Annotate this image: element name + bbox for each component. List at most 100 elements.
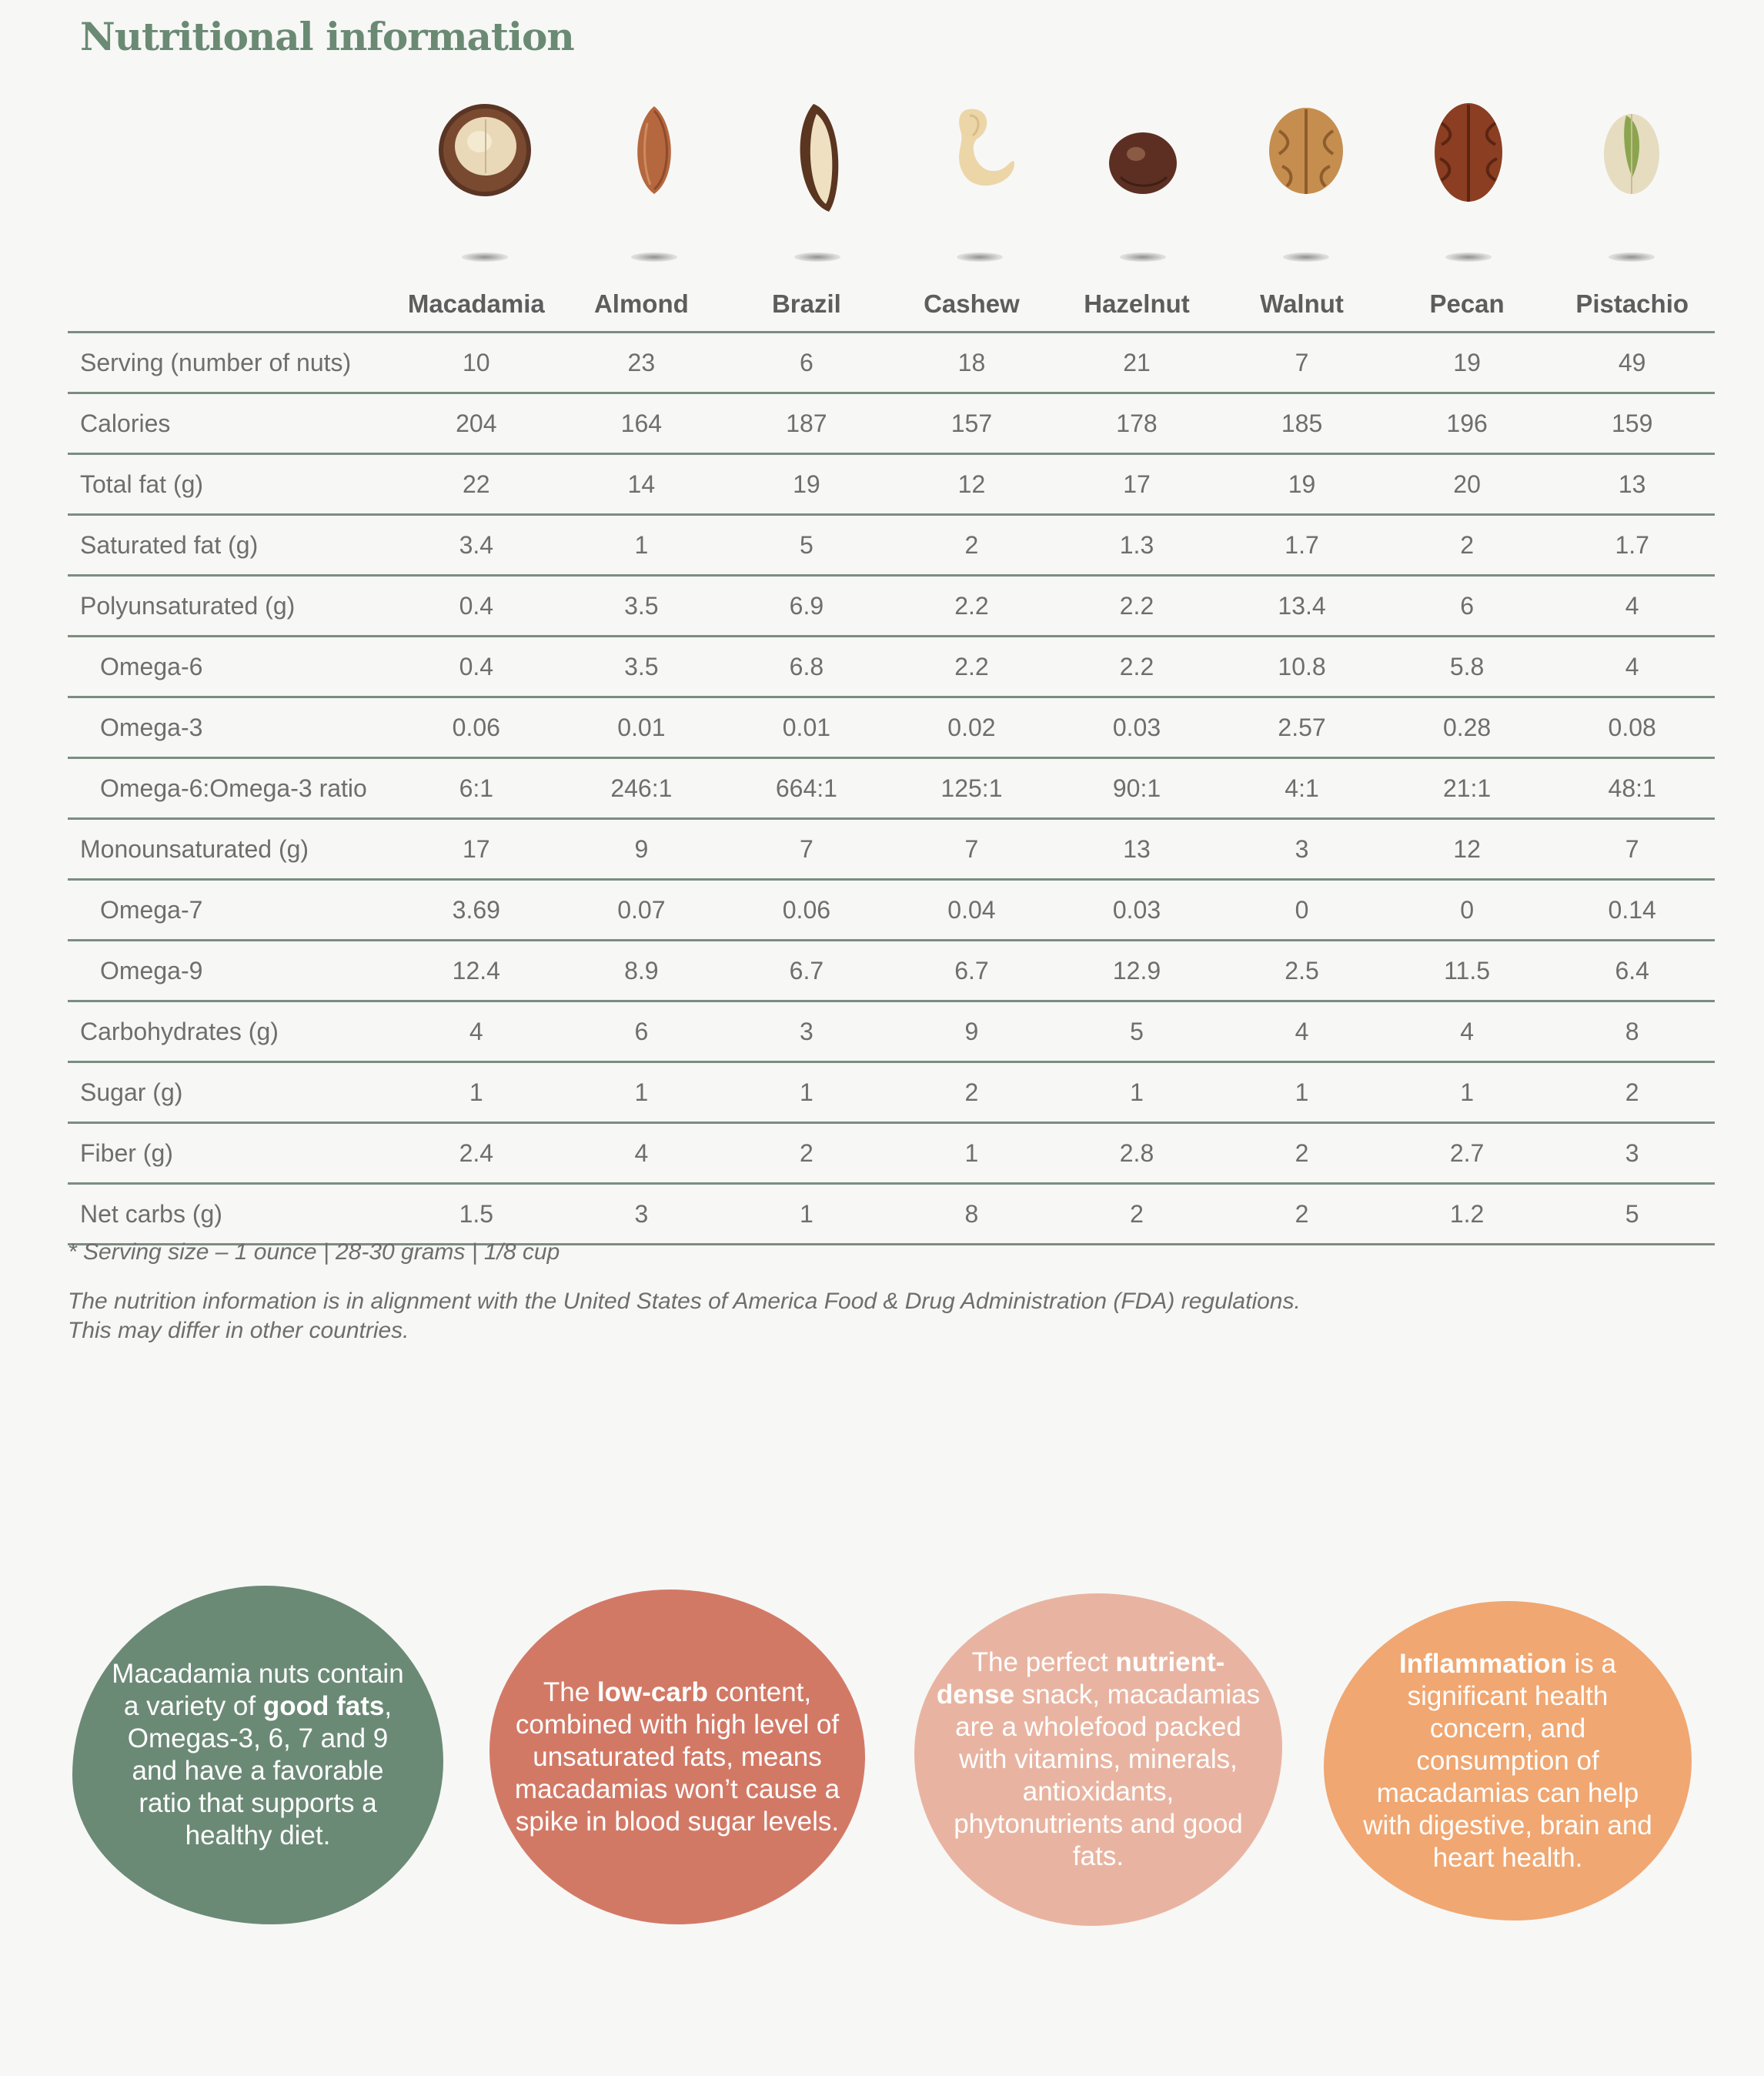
table-cell: 18 [889, 332, 1054, 394]
table-row: Total fat (g) 22 14 19 12 17 19 20 13 [68, 453, 1715, 516]
table-cell: 6 [1384, 575, 1550, 637]
table-cell: 12 [889, 453, 1054, 516]
nut-shadow [462, 252, 508, 262]
table-cell: 164 [559, 393, 724, 455]
table-cell: 21 [1054, 332, 1220, 394]
table-cell: 157 [889, 393, 1054, 455]
table-cell: 2.2 [889, 636, 1054, 698]
table-cell: 1 [889, 1122, 1054, 1185]
table-cell: 8.9 [559, 940, 724, 1002]
table-cell: 3.4 [393, 514, 560, 577]
table-cell: 7 [1549, 818, 1715, 881]
table-cell: 0.06 [393, 697, 560, 759]
table-cell: 3.69 [393, 879, 560, 941]
table-cell: 17 [393, 818, 560, 881]
table-cell: 9 [889, 1001, 1054, 1063]
table-cell: 0.03 [1054, 879, 1220, 941]
table-row: Monounsaturated (g) 17 9 7 7 13 3 12 7 [68, 818, 1715, 881]
table-cell: 12 [1384, 818, 1550, 881]
table-cell: 1 [559, 1061, 724, 1124]
row-label: Omega-3 [68, 697, 394, 759]
table-cell: 5.8 [1384, 636, 1550, 698]
table-cell: 14 [559, 453, 724, 516]
table-cell: 0.07 [559, 879, 724, 941]
disclaimer-line: The nutrition information is in alignmen… [68, 1289, 1301, 1314]
table-cell: 6.8 [723, 636, 890, 698]
table-cell: 187 [723, 393, 890, 455]
table-cell: 0 [1219, 879, 1385, 941]
low-carb-blob: The low-carb content, combined with high… [489, 1590, 865, 1924]
table-cell: 2.4 [393, 1122, 560, 1185]
table-cell: 2 [1219, 1122, 1385, 1185]
nut-images-row [0, 100, 1764, 262]
table-cell: 2 [1549, 1061, 1715, 1124]
column-header: Macadamia [393, 277, 560, 333]
table-cell: 0.4 [393, 636, 560, 698]
table-cell: 246:1 [559, 757, 724, 820]
table-cell: 1 [723, 1183, 890, 1245]
table-cell: 1 [1219, 1061, 1385, 1124]
table-cell: 3.5 [559, 636, 724, 698]
table-cell: 2.2 [1054, 636, 1220, 698]
table-cell: 21:1 [1384, 757, 1550, 820]
table-cell: 19 [723, 453, 890, 516]
inflammation-blob: Inflammation is a significant health con… [1324, 1601, 1692, 1921]
serving-size-footnote: * Serving size – 1 ounce | 28-30 grams |… [68, 1239, 560, 1265]
table-cell: 1.5 [393, 1183, 560, 1245]
table-row: Polyunsaturated (g) 0.4 3.5 6.9 2.2 2.2 13.4 6 4 [68, 575, 1715, 637]
column-header: Brazil [723, 277, 890, 333]
table-cell: 6.4 [1549, 940, 1715, 1002]
table-cell: 1.7 [1219, 514, 1385, 577]
table-cell: 8 [889, 1183, 1054, 1245]
column-header: Almond [559, 277, 724, 333]
brazil-nut-icon [748, 100, 887, 262]
table-cell: 0.02 [889, 697, 1054, 759]
table-cell: 4 [1384, 1001, 1550, 1063]
nut-shadow [1445, 252, 1492, 262]
table-cell: 2.2 [889, 575, 1054, 637]
row-label: Serving (number of nuts) [68, 332, 394, 394]
table-cell: 19 [1384, 332, 1550, 394]
table-cell: 17 [1054, 453, 1220, 516]
nut-shadow [794, 252, 840, 262]
table-cell: 4 [1549, 575, 1715, 637]
blob-text: Macadamia nuts contain a variety of good… [112, 1659, 404, 1850]
header-label-spacer [68, 277, 394, 333]
table-cell: 1 [393, 1061, 560, 1124]
table-row: Serving (number of nuts) 10 23 6 18 21 7 19 49 [68, 332, 1715, 394]
table-cell: 6 [559, 1001, 724, 1063]
table-row: Omega-3 0.06 0.01 0.01 0.02 0.03 2.57 0.28 0.08 [68, 697, 1715, 759]
table-cell: 1.7 [1549, 514, 1715, 577]
table-cell: 196 [1384, 393, 1550, 455]
table-cell: 2 [889, 1061, 1054, 1124]
table-cell: 10 [393, 332, 560, 394]
table-row: Omega-6:Omega-3 ratio 6:1 246:1 664:1 125:1 9… [68, 757, 1715, 820]
table-cell: 6:1 [393, 757, 560, 820]
fda-disclaimer: The nutrition information is in alignmen… [68, 1287, 1530, 1346]
cashew-nut-icon [910, 100, 1049, 262]
row-label: Saturated fat (g) [68, 514, 394, 577]
table-cell: 0.28 [1384, 697, 1550, 759]
table-cell: 2.8 [1054, 1122, 1220, 1185]
table-row: Sugar (g) 1 1 1 2 1 1 1 2 [68, 1061, 1715, 1124]
nut-shadow [1609, 252, 1655, 262]
table-cell: 19 [1219, 453, 1385, 516]
table-cell: 6.7 [723, 940, 890, 1002]
table-cell: 664:1 [723, 757, 890, 820]
table-cell: 0.14 [1549, 879, 1715, 941]
table-cell: 1.2 [1384, 1183, 1550, 1245]
nutrition-table: Macadamia Almond Brazil Cashew Hazelnut … [68, 277, 1715, 1245]
table-cell: 2.57 [1219, 697, 1385, 759]
table-cell: 12.4 [393, 940, 560, 1002]
table-cell: 1.3 [1054, 514, 1220, 577]
table-cell: 2 [1384, 514, 1550, 577]
row-label: Carbohydrates (g) [68, 1001, 394, 1063]
table-cell: 0 [1384, 879, 1550, 941]
table-cell: 0.01 [723, 697, 890, 759]
nut-shadow [1120, 252, 1166, 262]
blob-text: Inflammation is a significant health con… [1363, 1648, 1652, 1873]
row-label: Calories [68, 393, 394, 455]
blob-text: The low-carb content, combined with high… [514, 1677, 840, 1837]
nutrient-dense-blob: The perfect nutrient-dense snack, macada… [914, 1593, 1282, 1926]
table-cell: 3 [559, 1183, 724, 1245]
